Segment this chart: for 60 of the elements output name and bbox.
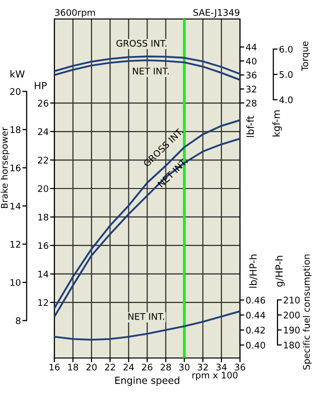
x-axis-title: Engine speed <box>115 376 180 386</box>
y2-tick-label: 180 <box>284 342 300 349</box>
y2-tick-label: 4.0 <box>279 96 293 104</box>
y-axis-title: lb/HP-h <box>249 254 258 288</box>
y2-tick-label: 200 <box>284 312 300 319</box>
text: SAE-J1349 <box>193 9 240 18</box>
y2-axis-title: g/HP-h <box>275 256 285 287</box>
y2-tick-label: 18 <box>10 126 20 134</box>
y-tick-label: 32 <box>246 86 256 93</box>
y-tick-label: 12 <box>38 299 48 306</box>
y2-tick-label: 10 <box>10 279 20 286</box>
y2-tick-label: 5.0 <box>280 71 293 78</box>
y-tick-label: 36 <box>246 72 256 79</box>
y2-tick-label: 14 <box>10 202 21 210</box>
annotation: GROSS INT. <box>116 40 166 47</box>
y-tick-label: 28 <box>246 100 256 107</box>
y-tick-label: 26 <box>38 100 48 107</box>
annotation: NET INT. <box>133 68 169 74</box>
x-tick-label: 36 <box>234 364 246 371</box>
y2-axis-title: kgf-m <box>272 110 282 136</box>
y-tick-label: 20 <box>38 185 48 192</box>
text: 3600rpm <box>55 9 95 18</box>
y-tick-label: 24 <box>38 128 48 135</box>
x-tick-label: 34 <box>216 364 227 371</box>
y2-tick-label: 8 <box>16 317 20 324</box>
text: Torque <box>302 41 310 72</box>
annotation: NET INT. <box>128 313 164 320</box>
y-tick-label: 16 <box>38 242 48 250</box>
line-series <box>54 59 240 81</box>
y-tick-label: 22 <box>38 156 48 164</box>
y-tick-label: 0.46 <box>246 296 266 304</box>
x-tick-label: 26 <box>142 364 152 371</box>
x-tick-label: 22 <box>105 364 115 370</box>
text: rpm x 100 <box>192 372 238 380</box>
y2-tick-label: 12 <box>10 240 20 248</box>
y2-axis-title: kW <box>10 70 25 78</box>
x-tick-label: 30 <box>179 364 190 371</box>
y2-tick-label: 20 <box>10 88 20 95</box>
x-tick-label: 18 <box>68 364 78 371</box>
y2-tick-label: 6.0 <box>280 46 293 53</box>
y-tick-label: 44 <box>246 44 257 50</box>
y-axis-title: HP <box>34 82 47 90</box>
y-tick-label: 0.42 <box>246 326 265 334</box>
x-tick-label: 16 <box>50 364 60 371</box>
y-axis-title: lbf-ft <box>246 116 254 137</box>
x-tick-label: 32 <box>198 364 208 371</box>
x-tick-label: 24 <box>124 364 134 370</box>
y-tick-label: 0.44 <box>246 312 266 319</box>
y-tick-label: 40 <box>246 58 256 65</box>
y-tick-label: 0.40 <box>246 342 266 349</box>
text: Specific fuel consumption <box>302 254 312 370</box>
x-tick-label: 28 <box>160 364 171 371</box>
y-tick-label: 14 <box>38 270 48 278</box>
y2-tick-label: 190 <box>284 326 300 334</box>
y2-tick-label: 16 <box>10 164 20 172</box>
y2-tick-label: 210 <box>284 296 300 304</box>
x-tick-label: 20 <box>86 364 97 371</box>
text: Brake horsepower <box>0 127 10 208</box>
y-tick-label: 18 <box>38 214 48 221</box>
line-series <box>54 310 240 341</box>
